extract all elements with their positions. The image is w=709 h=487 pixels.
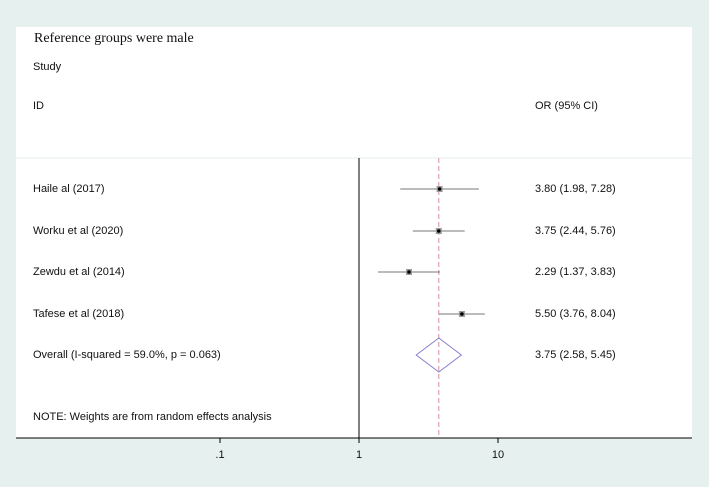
tick-label-10: 10 xyxy=(491,449,505,461)
tick-label-0p1: .1 xyxy=(215,449,225,461)
header-study: Study xyxy=(33,61,62,73)
point-estimate-1 xyxy=(437,187,442,191)
study-rows xyxy=(378,186,485,317)
point-estimate-3 xyxy=(407,270,411,274)
ci-text-1: 3.80 (1.98, 7.28) xyxy=(535,183,616,195)
plot-panel xyxy=(16,27,692,438)
header-or-ci: OR (95% CI) xyxy=(535,100,598,112)
study-label-1: Haile al (2017) xyxy=(33,183,105,195)
ci-text-3: 2.29 (1.37, 3.83) xyxy=(535,266,616,278)
point-estimate-4 xyxy=(460,312,464,316)
overall-diamond xyxy=(415,337,463,373)
x-axis-ticks xyxy=(219,438,499,443)
header-id: ID xyxy=(33,100,44,112)
ci-text-2: 3.75 (2.44, 5.76) xyxy=(535,225,616,237)
study-label-2: Worku et al (2020) xyxy=(33,225,124,237)
weights-note: NOTE: Weights are from random effects an… xyxy=(33,411,272,423)
overall-ci-text: 3.75 (2.58, 5.45) xyxy=(535,349,616,361)
overall-label: Overall (I-squared = 59.0%, p = 0.063) xyxy=(33,349,221,361)
ci-text-4: 5.50 (3.76, 8.04) xyxy=(535,308,616,320)
chart-title: Reference groups were male xyxy=(34,31,194,46)
study-label-4: Tafese et al (2018) xyxy=(33,308,125,320)
study-label-3: Zewdu et al (2014) xyxy=(33,266,125,278)
tick-label-1: 1 xyxy=(355,449,363,461)
point-estimate-2 xyxy=(436,229,441,233)
